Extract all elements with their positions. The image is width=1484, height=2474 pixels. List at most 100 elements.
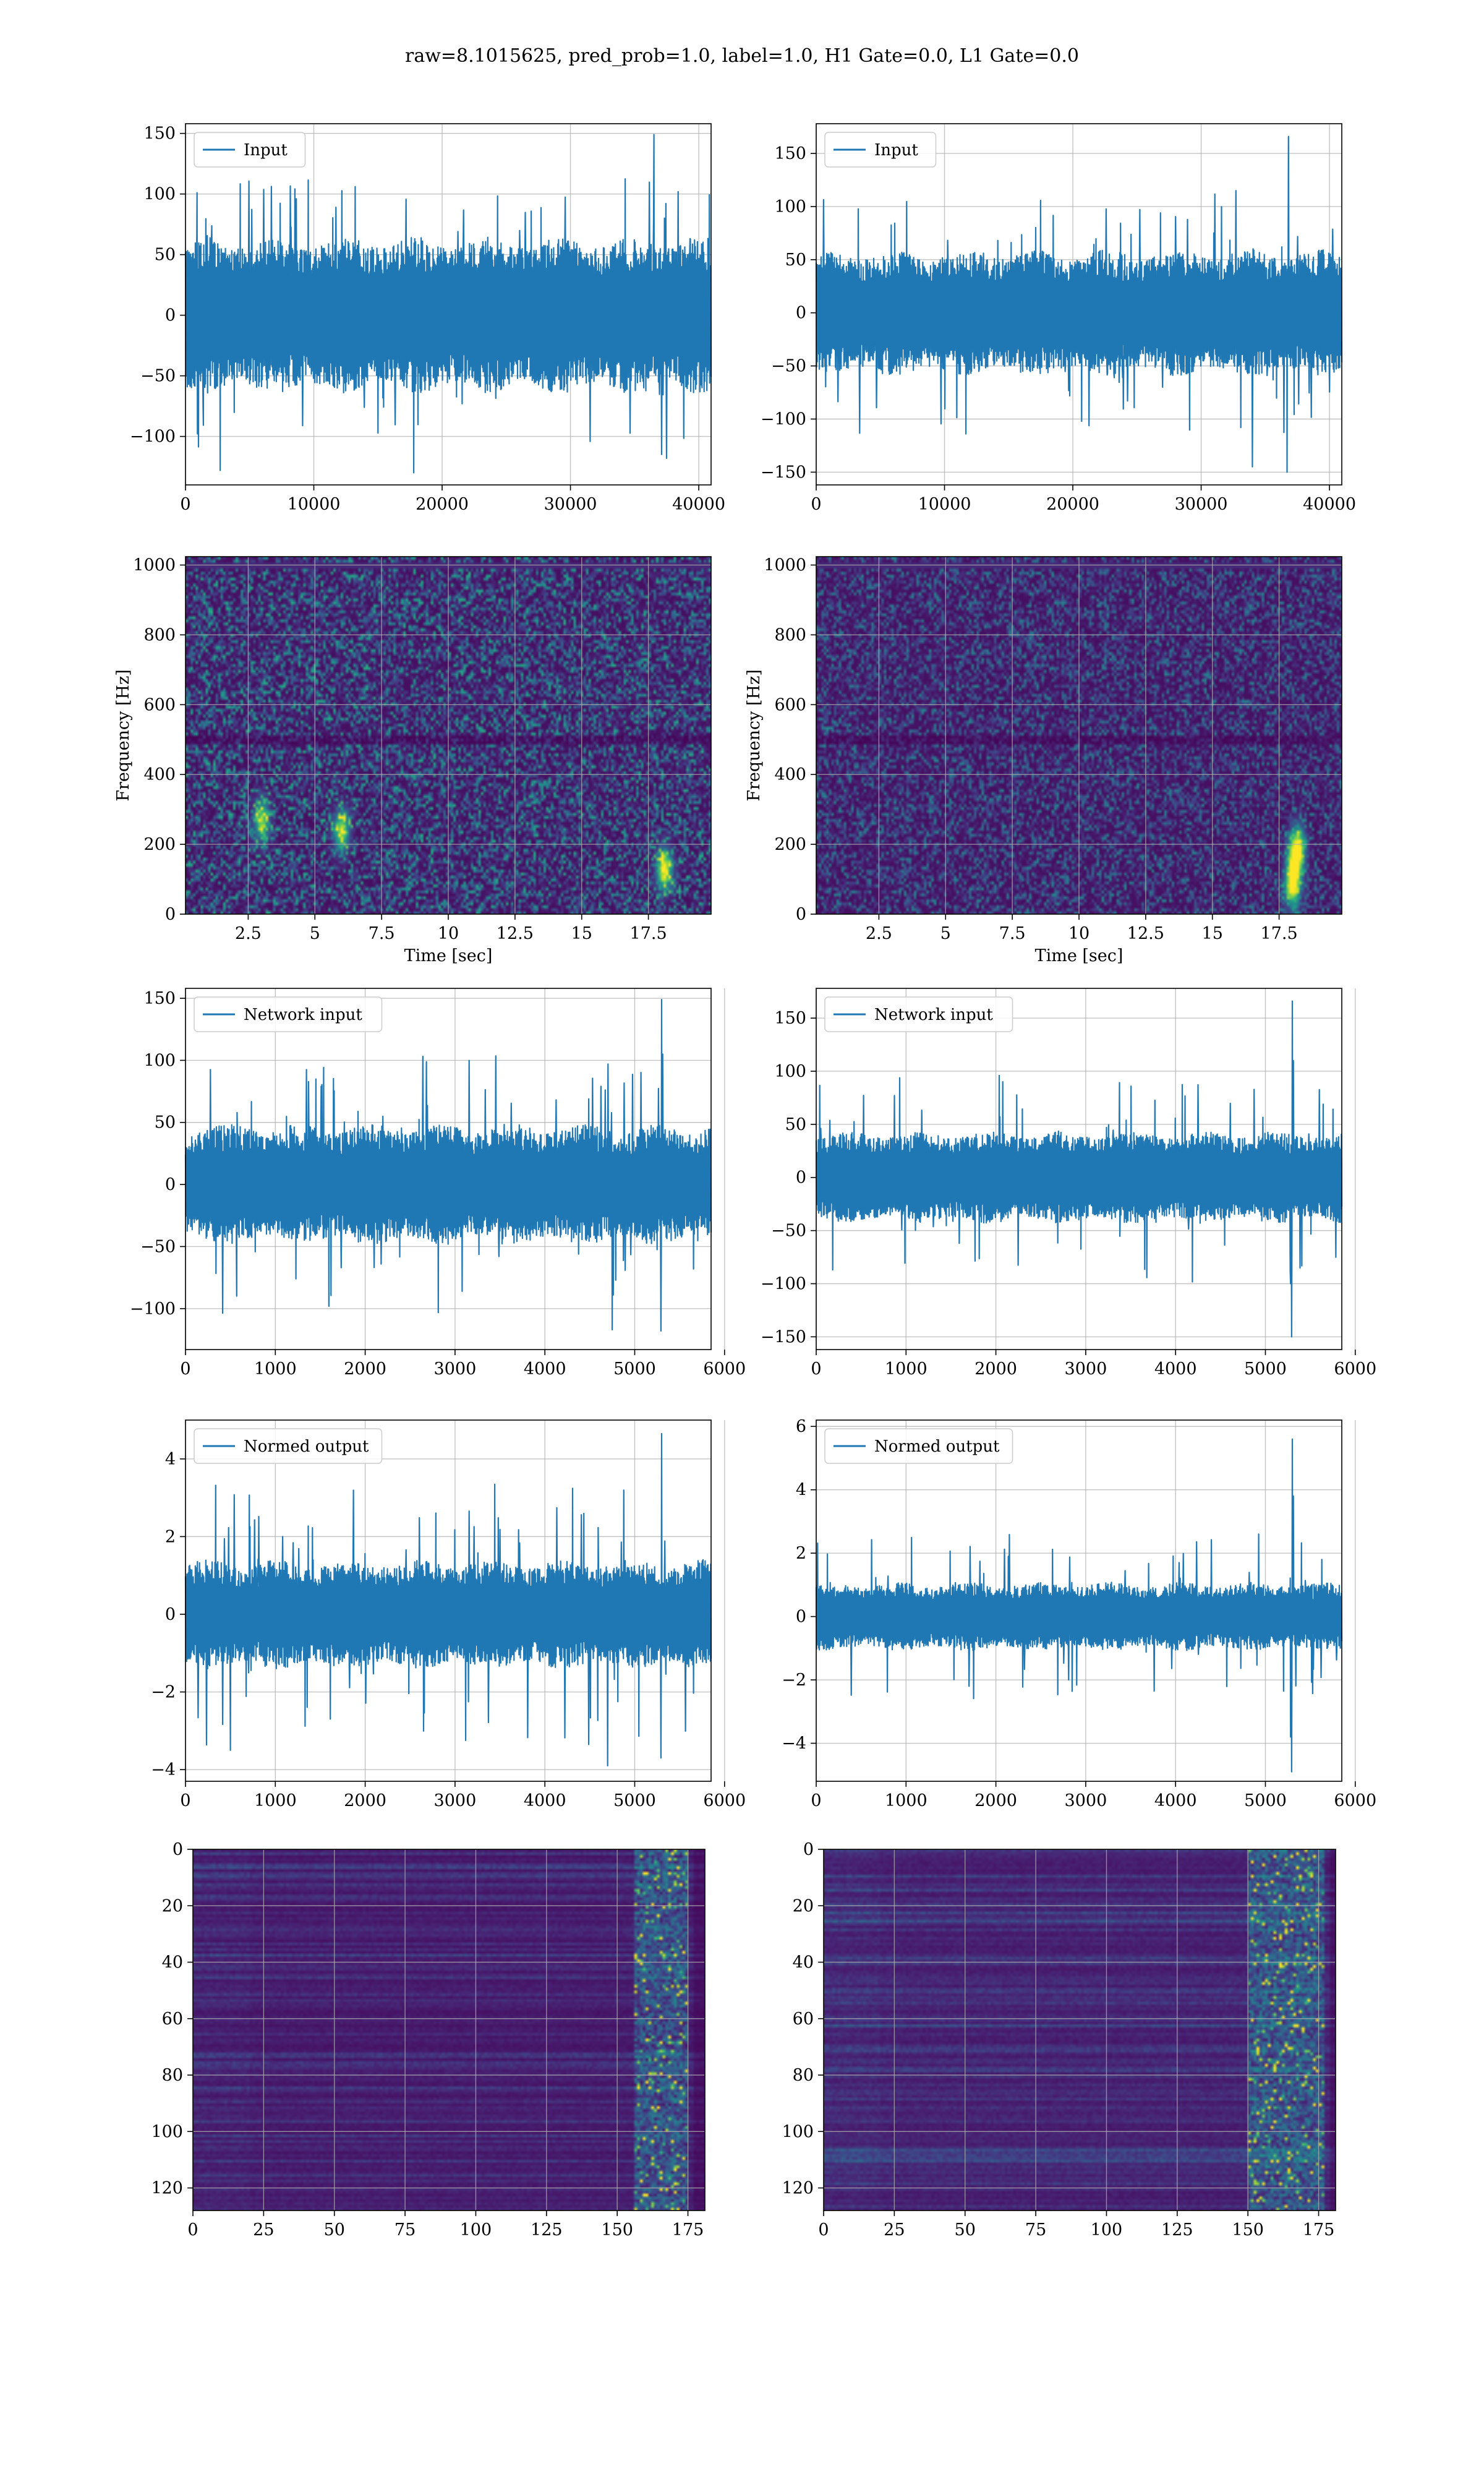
y-tick-label: −100 <box>761 1275 806 1294</box>
y-tick-label: 600 <box>774 695 806 714</box>
x-tick-label: 5000 <box>1244 1359 1287 1379</box>
x-tick-label: 2000 <box>344 1791 386 1810</box>
feature-map-row5-left: 0 25 50 75 100 125 150 175 0 20 40 60 80 100 120 <box>151 1840 706 2240</box>
line-chart-row1-right: 0 10000 20000 30000 40000 −150 −100 −50 0 50 100 15… <box>761 123 1356 514</box>
y-tick-label: 200 <box>143 835 176 854</box>
x-tick-label: 0 <box>180 1791 190 1810</box>
x-tick-label: 0 <box>811 1791 821 1810</box>
y-axis-label: Frequency [Hz] <box>744 669 764 801</box>
y-tick-label: 20 <box>162 1896 183 1915</box>
y-tick-label: 200 <box>774 835 806 854</box>
axes-frame <box>185 988 712 1350</box>
x-tick-label: 20000 <box>416 495 469 514</box>
x-tick-label: 12.5 <box>497 924 534 943</box>
x-tick-label: 50 <box>955 2220 976 2240</box>
y-tick-label: 800 <box>774 625 806 644</box>
figure-title: raw=8.1015625, pred_prob=1.0, label=1.0,… <box>405 45 1079 67</box>
y-tick-label: 0 <box>173 1840 183 1859</box>
y-tick-label: 400 <box>774 765 806 784</box>
line-chart-row1-left: 0 10000 20000 30000 40000 −100 −50 0 50 100 150 Inp… <box>130 123 725 514</box>
x-tick-label: 0 <box>811 495 821 514</box>
y-tick-label: 40 <box>162 1953 183 1972</box>
x-tick-label: 6000 <box>1334 1791 1376 1810</box>
x-tick-label: 25 <box>884 2220 905 2240</box>
y-tick-label: −50 <box>771 357 806 376</box>
x-tick-label: 2000 <box>974 1359 1017 1379</box>
legend: Normed output <box>824 1428 1013 1464</box>
line-chart-row4-right: 0 1000 2000 3000 4000 5000 6000 −4 −2 0 2 4 6 Normed … <box>782 1417 1376 1810</box>
y-tick-label: 120 <box>782 2179 814 2198</box>
grid-lines <box>192 1849 705 2211</box>
y-tick-label: −100 <box>761 410 806 429</box>
y-tick-label: 150 <box>774 1009 806 1028</box>
x-tick-label: 150 <box>601 2220 633 2240</box>
series-dense-core <box>186 1586 711 1642</box>
x-tick-label: 2.5 <box>866 924 892 943</box>
y-tick-label: 80 <box>793 2066 814 2085</box>
x-tick-label: 40000 <box>1303 495 1356 514</box>
x-tick-label: 6000 <box>1334 1359 1376 1379</box>
x-tick-label: 2.5 <box>235 924 262 943</box>
x-tick-label: 1000 <box>885 1359 927 1379</box>
legend-box <box>824 1428 1013 1464</box>
y-tick-label: 150 <box>143 124 176 143</box>
x-tick-label: 4000 <box>1154 1791 1197 1810</box>
axes-frame <box>192 1849 706 2211</box>
y-tick-label: 0 <box>796 304 806 323</box>
axes-frame <box>185 556 712 915</box>
x-tick-label: 150 <box>1232 2220 1264 2240</box>
legend-label: Input <box>244 141 288 160</box>
x-tick-label: 10 <box>1068 924 1090 943</box>
legend-box <box>824 132 937 168</box>
y-tick-label: −150 <box>761 463 806 482</box>
x-tick-label: 0 <box>180 495 190 514</box>
x-tick-label: 30000 <box>1175 495 1228 514</box>
y-tick-label: 600 <box>143 695 176 714</box>
y-tick-label: −2 <box>782 1671 806 1690</box>
x-tick-label: 3000 <box>434 1359 477 1379</box>
x-tick-label: 2000 <box>974 1791 1017 1810</box>
y-tick-label: −50 <box>771 1222 806 1241</box>
x-tick-label: 5 <box>940 924 951 943</box>
y-tick-label: 120 <box>151 2179 183 2198</box>
y-tick-label: 2 <box>165 1527 176 1546</box>
series-dense-core <box>816 1154 1342 1201</box>
x-tick-label: 175 <box>672 2220 704 2240</box>
legend-box <box>824 996 1013 1032</box>
y-tick-label: −100 <box>130 427 176 447</box>
legend-box <box>194 996 383 1032</box>
line-chart-row4-left: 0 1000 2000 3000 4000 5000 6000 −4 −2 0 2 4 Normed o… <box>151 1419 746 1810</box>
y-tick-label: 100 <box>774 1062 806 1081</box>
legend: Network input <box>824 996 1013 1032</box>
x-tick-label: 125 <box>531 2220 563 2240</box>
y-tick-label: 50 <box>155 1113 176 1132</box>
y-tick-label: 800 <box>143 625 176 644</box>
series-dense-core <box>186 1154 711 1215</box>
y-tick-label: 0 <box>796 905 806 924</box>
x-tick-label: 50 <box>324 2220 345 2240</box>
x-tick-label: 5000 <box>1244 1791 1287 1810</box>
spectrogram-row2-left: 2.5 5 7.5 10 12.5 15 17.5 0 200 400 600 800 1000 Time… <box>114 556 712 965</box>
y-tick-label: 40 <box>793 1953 814 1972</box>
y-tick-label: 50 <box>785 250 806 270</box>
x-tick-label: 100 <box>460 2220 492 2240</box>
axes-frame <box>823 1849 1336 2211</box>
axes-frame <box>816 1419 1342 1782</box>
legend-label: Network input <box>244 1006 362 1024</box>
feature-map-image <box>824 1849 1336 2211</box>
y-tick-label: 60 <box>793 2010 814 2029</box>
y-tick-label: 4 <box>796 1481 806 1500</box>
x-tick-label: 10000 <box>918 495 971 514</box>
y-tick-label: 2 <box>796 1544 806 1563</box>
line-chart-row3-left: 0 1000 2000 3000 4000 5000 6000 −100 −50 0 50 100 15… <box>130 988 746 1379</box>
legend-label: Input <box>874 141 918 160</box>
x-tick-label: 0 <box>187 2220 198 2240</box>
x-tick-label: 6000 <box>703 1359 746 1379</box>
x-tick-label: 175 <box>1303 2220 1335 2240</box>
y-tick-label: 50 <box>785 1115 806 1134</box>
x-tick-label: 1000 <box>885 1791 927 1810</box>
series-dense-core <box>816 1599 1342 1634</box>
feature-map-row5-right: 0 25 50 75 100 125 150 175 0 20 40 60 80 100 120 <box>782 1840 1336 2240</box>
x-axis-label: Time [sec] <box>404 946 493 965</box>
